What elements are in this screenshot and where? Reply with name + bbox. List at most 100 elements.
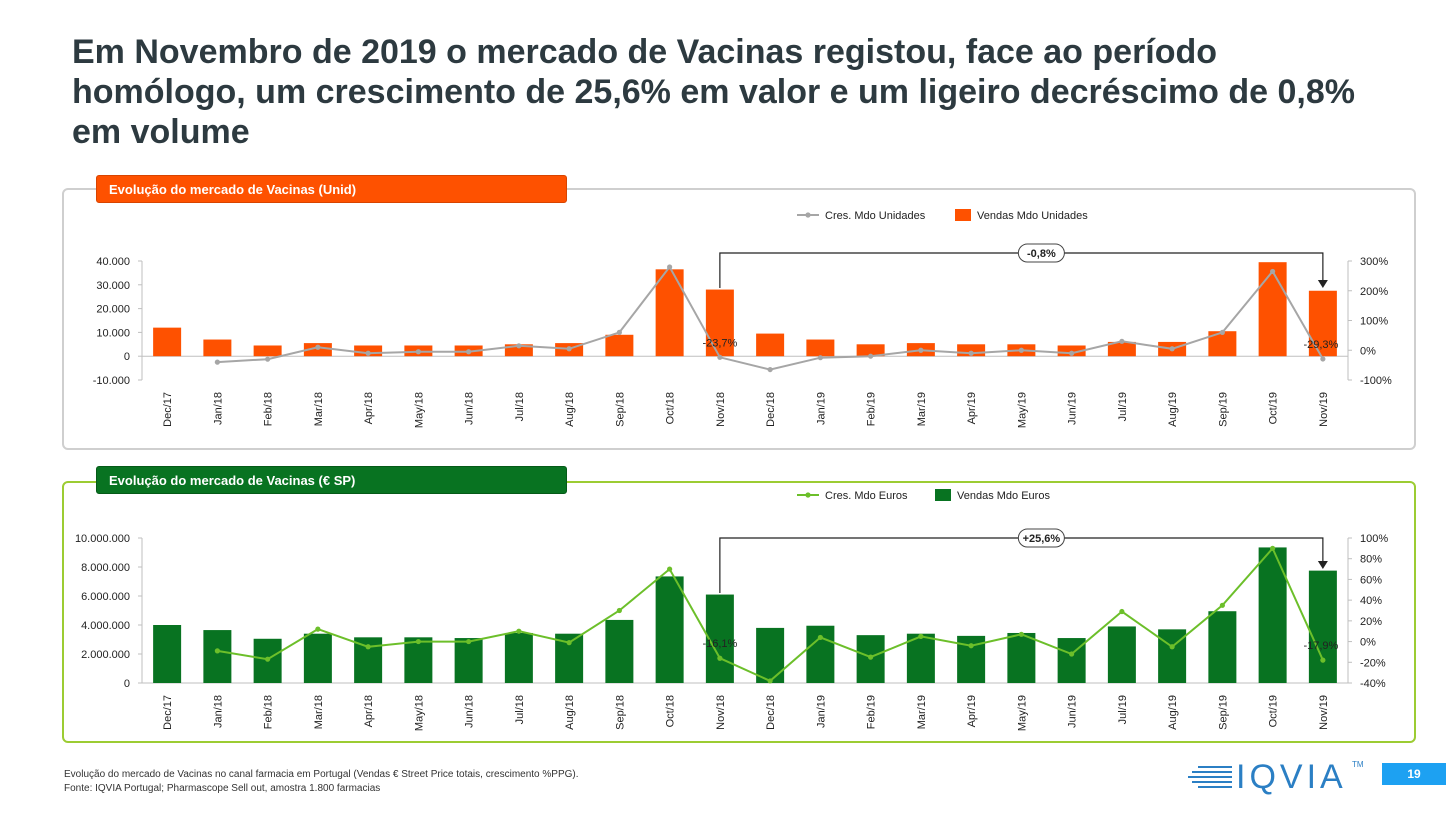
euros-growth-point <box>616 607 622 614</box>
euros-growth-point <box>265 656 271 662</box>
units-right-tick-label: -100% <box>1360 375 1392 387</box>
euros-category-label: Feb/18 <box>263 695 275 729</box>
units-bar <box>655 269 684 357</box>
euros-growth-point <box>1069 651 1075 657</box>
units-category-label: Sep/19 <box>1217 392 1229 427</box>
euros-growth-point <box>1169 644 1175 650</box>
units-category-label: Jun/19 <box>1067 392 1079 425</box>
units-category-label: Mar/18 <box>313 392 325 426</box>
euros-growth-label-nov19: -17,9% <box>1303 640 1338 652</box>
euros-left-tick-label: 0 <box>124 678 130 690</box>
euros-right-tick-label: 100% <box>1360 533 1388 545</box>
euros-category-label: Jun/18 <box>464 695 476 728</box>
units-growth-point <box>1169 346 1175 352</box>
units-right-tick-label: 100% <box>1360 316 1388 328</box>
units-legend-bar-swatch <box>955 209 971 221</box>
units-bracket-arrow <box>1317 280 1328 288</box>
euros-left-tick-label: 8.000.000 <box>81 562 130 574</box>
euros-category-label: Mar/18 <box>313 695 325 729</box>
euros-growth-point <box>667 566 673 572</box>
units-category-label: Sep/18 <box>614 392 626 427</box>
units-growth-point <box>1119 338 1125 344</box>
euros-growth-point <box>968 643 974 649</box>
units-growth-point <box>918 347 924 353</box>
euros-category-label: Jan/19 <box>815 695 827 728</box>
euros-bar <box>303 633 332 683</box>
units-legend-line-marker <box>805 212 811 218</box>
units-category-label: Jan/18 <box>212 392 224 425</box>
euros-chart-title: Evolução do mercado de Vacinas (€ SP) <box>96 466 567 494</box>
units-bracket-label: -0,8% <box>1027 248 1056 260</box>
euros-category-label: Nov/19 <box>1318 695 1330 730</box>
euros-legend-bar-swatch <box>935 489 951 501</box>
units-growth-point <box>767 366 773 373</box>
units-bar <box>806 339 835 357</box>
units-bar <box>1107 341 1136 357</box>
euros-category-label: Mar/19 <box>916 695 928 729</box>
euros-growth-point <box>767 678 773 684</box>
units-bar <box>504 344 533 357</box>
euros-growth-point <box>516 628 522 634</box>
units-growth-point <box>1069 350 1075 356</box>
euros-bracket-arrow <box>1317 561 1328 569</box>
units-growth-point <box>968 350 974 356</box>
units-category-label: Jul/18 <box>514 392 526 421</box>
euros-growth-point <box>918 633 924 639</box>
units-category-label: Feb/19 <box>866 392 878 426</box>
euros-bar <box>655 576 684 683</box>
units-category-label: Dec/17 <box>162 392 174 427</box>
units-growth-point <box>365 350 371 356</box>
euros-category-label: Apr/18 <box>363 695 375 727</box>
euros-growth-point <box>415 638 421 645</box>
units-bar <box>153 327 182 357</box>
euros-growth-point <box>1219 602 1225 608</box>
euros-bar <box>1208 611 1237 683</box>
euros-left-tick-label: 2.000.000 <box>81 649 130 661</box>
euros-category-label: Aug/19 <box>1167 695 1179 730</box>
euros-bar <box>504 632 533 683</box>
units-growth-point <box>516 343 522 349</box>
units-chart-panel <box>62 188 1416 450</box>
euros-category-label: Jan/18 <box>212 695 224 728</box>
units-left-tick-label: -10.000 <box>93 375 130 387</box>
logo-wordmark: IQVIA <box>1236 758 1347 796</box>
units-growth-label-nov19: -29,3% <box>1303 339 1338 351</box>
euros-bar <box>906 633 935 683</box>
units-category-label: Aug/18 <box>564 392 576 427</box>
units-category-label: Oct/18 <box>665 392 677 424</box>
euros-growth-point <box>868 654 874 660</box>
units-left-tick-label: 20.000 <box>96 304 130 316</box>
euros-bar <box>1258 547 1287 683</box>
euros-right-tick-label: 0% <box>1360 637 1376 649</box>
euros-category-label: Apr/19 <box>966 695 978 727</box>
units-category-label: Feb/18 <box>263 392 275 426</box>
units-category-label: Aug/19 <box>1167 392 1179 427</box>
footer-line-1: Evolução do mercado de Vacinas no canal … <box>64 769 579 780</box>
euros-legend-line-label: Cres. Mdo Euros <box>825 490 908 502</box>
euros-left-tick-label: 10.000.000 <box>75 533 130 545</box>
logo-trademark: TM <box>1352 760 1364 769</box>
units-right-tick-label: 200% <box>1360 286 1388 298</box>
units-growth-point <box>1270 268 1276 275</box>
euros-left-tick-label: 6.000.000 <box>81 591 130 603</box>
units-bar <box>203 339 232 357</box>
footer-note: Evolução do mercado de Vacinas no canal … <box>64 768 579 796</box>
units-left-tick-label: 40.000 <box>96 256 130 268</box>
euros-bar <box>203 630 232 683</box>
euros-right-tick-label: 60% <box>1360 574 1382 586</box>
units-growth-point <box>817 355 823 361</box>
euros-right-tick-label: 20% <box>1360 616 1382 628</box>
footer-line-2: Fonte: IQVIA Portugal; Pharmascope Sell … <box>64 783 381 794</box>
units-bar <box>1258 262 1287 357</box>
units-growth-point <box>868 353 874 359</box>
units-chart-title: Evolução do mercado de Vacinas (Unid) <box>96 175 567 203</box>
euros-bar <box>153 625 182 683</box>
units-bar <box>756 333 785 357</box>
units-bar <box>957 344 986 357</box>
euros-category-label: Feb/19 <box>866 695 878 729</box>
euros-category-label: Sep/18 <box>614 695 626 730</box>
euros-growth-point <box>1270 545 1276 551</box>
units-bar <box>1308 290 1337 357</box>
units-growth-point <box>415 349 421 355</box>
